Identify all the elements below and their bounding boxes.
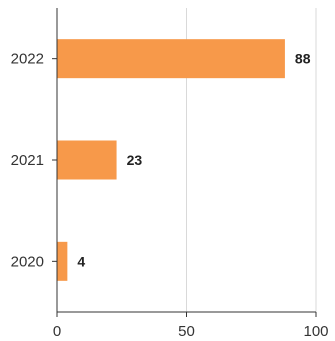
- bar-2020: [57, 241, 68, 281]
- bar-2021: [57, 140, 117, 180]
- y-tick-label: 2020: [11, 253, 44, 270]
- y-tick-label: 2022: [11, 51, 44, 68]
- x-tick-label: 0: [53, 323, 61, 340]
- bar-2022: [57, 39, 285, 79]
- labels: 0 50 100 2022 88 2021 23 2020 4: [11, 51, 329, 340]
- y-tick-label: 2021: [11, 152, 44, 169]
- x-tick-label: 100: [303, 323, 328, 340]
- data-label: 4: [77, 253, 85, 269]
- bars: [57, 39, 285, 281]
- axes: [52, 8, 317, 317]
- x-tick-label: 50: [178, 323, 195, 340]
- data-label: 23: [127, 152, 143, 168]
- data-label: 88: [295, 51, 311, 67]
